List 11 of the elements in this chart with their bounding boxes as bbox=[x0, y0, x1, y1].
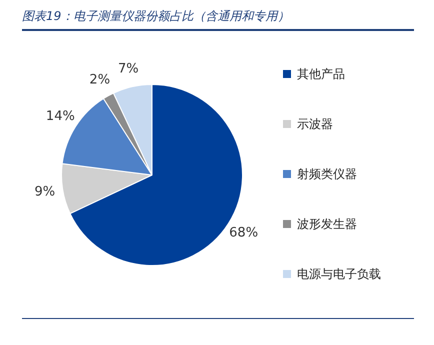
data-label: 68% bbox=[229, 226, 258, 241]
chart-title: 图表19：电子测量仪器份额占比（含通用和专用） bbox=[22, 8, 414, 31]
legend-label: 其他产品 bbox=[297, 66, 345, 83]
data-label: 14% bbox=[46, 109, 75, 124]
legend-label: 射频类仪器 bbox=[297, 166, 357, 183]
legend-label: 电源与电子负载 bbox=[297, 266, 381, 283]
data-label: 7% bbox=[118, 61, 139, 76]
data-label: 2% bbox=[89, 72, 110, 88]
legend-label: 波形发生器 bbox=[297, 216, 357, 233]
data-label: 9% bbox=[34, 184, 56, 200]
legend-label: 示波器 bbox=[297, 116, 333, 133]
